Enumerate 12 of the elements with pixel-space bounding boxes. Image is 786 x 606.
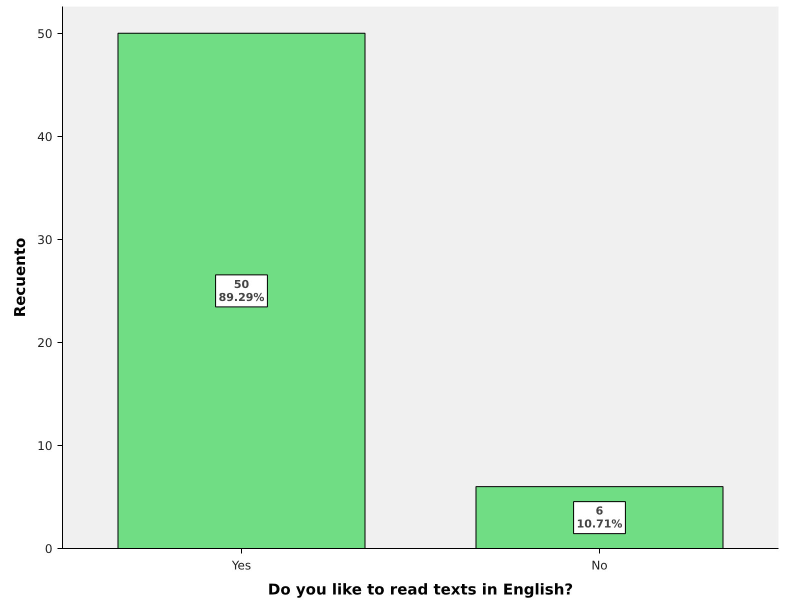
y-tick-label: 0 xyxy=(44,542,53,556)
y-tick-label: 50 xyxy=(37,26,53,41)
x-tick-label: Yes xyxy=(230,558,252,572)
y-axis-title: Recuento xyxy=(11,238,30,318)
y-tick-label: 20 xyxy=(37,336,53,350)
data-label: 6 10.71% xyxy=(576,504,622,531)
x-axis-title: Do you like to read texts in English? xyxy=(268,580,574,598)
x-tick-label: No xyxy=(591,558,608,572)
y-tick-label: 10 xyxy=(37,438,53,453)
y-tick-label: 40 xyxy=(37,130,53,144)
y-tick-label: 30 xyxy=(37,232,53,247)
data-label: 50 89.29% xyxy=(218,278,264,304)
